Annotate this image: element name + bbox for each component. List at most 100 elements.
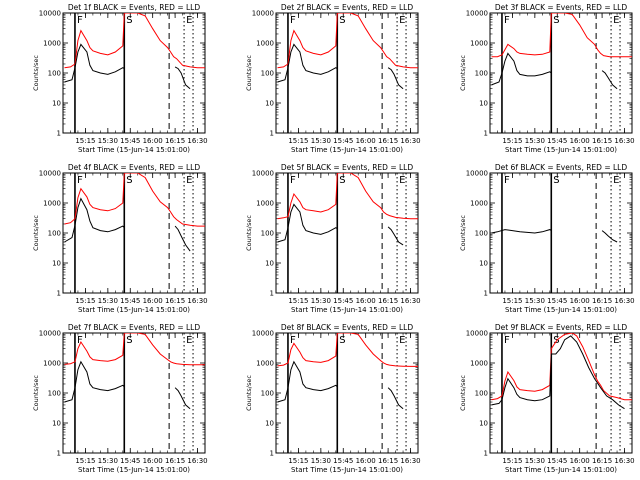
y-axis-label: Counts/sec xyxy=(245,55,253,91)
x-tick-label: 15:30 xyxy=(311,457,331,465)
y-axis-label: Counts/sec xyxy=(245,215,253,251)
panel-3: Det 3f BLACK = Events, RED = LLD Counts/s… xyxy=(459,3,635,154)
y-tick-label: 1000 xyxy=(43,200,61,208)
x-axis-label: Start Time (15-Jun-14 15:01:00) xyxy=(78,146,190,154)
panel-title: Det 8f BLACK = Events, RED = LLD xyxy=(281,323,414,332)
x-tick-label: 15:15 xyxy=(288,297,308,305)
lld-series-line xyxy=(491,13,632,58)
y-axis-label: Counts/sec xyxy=(245,375,253,411)
marker-label: E xyxy=(186,175,192,186)
x-tick-label: 16:15 xyxy=(592,137,612,145)
x-tick-label: 16:00 xyxy=(143,137,163,145)
y-tick-label: 100 xyxy=(261,390,274,398)
x-tick-label: 16:15 xyxy=(378,297,398,305)
y-tick-label: 100 xyxy=(48,230,61,238)
panel-4: Det 4f BLACK = Events, RED = LLD Counts/s… xyxy=(32,163,208,314)
y-axis-label: Counts/sec xyxy=(459,55,467,91)
marker-label: S xyxy=(126,15,132,26)
panel-8: Det 8f BLACK = Events, RED = LLD Counts/s… xyxy=(245,323,421,474)
x-tick-label: 15:15 xyxy=(502,297,522,305)
x-tick-label: 16:30 xyxy=(187,137,207,145)
marker-label: S xyxy=(339,335,345,346)
y-tick-label: 10000 xyxy=(252,10,274,18)
marker-label: E xyxy=(399,335,405,346)
y-axis-label: Counts/sec xyxy=(459,215,467,251)
x-tick-label: 15:15 xyxy=(288,457,308,465)
events-series-line xyxy=(64,197,125,243)
x-tick-label: 15:30 xyxy=(98,297,118,305)
marker-label: E xyxy=(399,175,405,186)
x-tick-label: 16:30 xyxy=(400,137,420,145)
x-tick-label: 15:45 xyxy=(547,137,567,145)
panel-title: Det 7f BLACK = Events, RED = LLD xyxy=(68,323,201,332)
y-tick-label: 10000 xyxy=(466,170,488,178)
y-tick-label: 1 xyxy=(484,290,488,298)
x-tick-label: 15:45 xyxy=(120,137,140,145)
x-tick-label: 16:15 xyxy=(592,457,612,465)
panel-9: Det 9f BLACK = Events, RED = LLD Counts/s… xyxy=(459,323,635,474)
panel-2: Det 2f BLACK = Events, RED = LLD Counts/s… xyxy=(245,3,421,154)
x-tick-label: 16:00 xyxy=(356,137,376,145)
y-tick-label: 10000 xyxy=(466,10,488,18)
y-tick-label: 10 xyxy=(52,420,61,428)
x-tick-label: 16:15 xyxy=(592,297,612,305)
x-tick-label: 16:30 xyxy=(187,297,207,305)
x-tick-label: 16:15 xyxy=(165,297,185,305)
y-tick-label: 1 xyxy=(270,130,274,138)
lld-series-line xyxy=(491,333,632,401)
events-series-tail-line xyxy=(174,387,191,410)
lld-series-line xyxy=(64,333,205,366)
y-tick-label: 1 xyxy=(57,290,61,298)
x-tick-label: 15:15 xyxy=(288,137,308,145)
events-series-tail-line xyxy=(601,70,618,90)
marker-label: E xyxy=(186,15,192,26)
y-tick-label: 10 xyxy=(479,260,488,268)
y-tick-label: 1 xyxy=(57,450,61,458)
x-tick-label: 15:30 xyxy=(98,137,118,145)
x-tick-label: 16:00 xyxy=(143,297,163,305)
x-axis-label: Start Time (15-Jun-14 15:01:00) xyxy=(505,146,617,154)
x-axis-label: Start Time (15-Jun-14 15:01:00) xyxy=(78,466,190,474)
marker-label: S xyxy=(339,175,345,186)
y-tick-label: 100 xyxy=(475,390,488,398)
y-tick-label: 10000 xyxy=(252,170,274,178)
x-tick-label: 16:00 xyxy=(570,457,590,465)
x-tick-label: 16:30 xyxy=(400,457,420,465)
x-axis-label: Start Time (15-Jun-14 15:01:00) xyxy=(505,466,617,474)
y-tick-label: 10 xyxy=(265,100,274,108)
y-tick-label: 1 xyxy=(484,130,488,138)
y-tick-label: 10000 xyxy=(39,10,61,18)
events-series-tail-line xyxy=(174,66,191,90)
x-tick-label: 15:45 xyxy=(333,297,353,305)
marker-label: S xyxy=(126,175,132,186)
events-series-line xyxy=(64,43,125,83)
y-axis-label: Counts/sec xyxy=(32,375,40,411)
x-tick-label: 16:30 xyxy=(614,297,634,305)
y-tick-label: 1000 xyxy=(256,40,274,48)
y-tick-label: 1000 xyxy=(256,360,274,368)
x-tick-label: 15:45 xyxy=(333,457,353,465)
y-tick-label: 10000 xyxy=(466,330,488,338)
lld-series-line xyxy=(64,173,205,227)
marker-label: F xyxy=(504,175,510,186)
x-tick-label: 16:00 xyxy=(356,297,376,305)
y-tick-label: 100 xyxy=(48,390,61,398)
marker-label: F xyxy=(77,175,83,186)
y-tick-label: 1000 xyxy=(43,40,61,48)
y-tick-label: 1000 xyxy=(470,40,488,48)
y-tick-label: 100 xyxy=(261,70,274,78)
x-axis-label: Start Time (15-Jun-14 15:01:00) xyxy=(505,306,617,314)
y-tick-label: 10 xyxy=(479,420,488,428)
y-tick-label: 100 xyxy=(48,70,61,78)
x-tick-label: 15:45 xyxy=(120,457,140,465)
x-tick-label: 15:30 xyxy=(311,297,331,305)
x-tick-label: 16:30 xyxy=(614,457,634,465)
y-tick-label: 100 xyxy=(475,230,488,238)
panel-title: Det 4f BLACK = Events, RED = LLD xyxy=(68,163,201,172)
y-tick-label: 1 xyxy=(484,450,488,458)
x-tick-label: 16:30 xyxy=(614,137,634,145)
y-tick-label: 100 xyxy=(261,230,274,238)
x-tick-label: 16:30 xyxy=(400,297,420,305)
x-tick-label: 16:15 xyxy=(165,457,185,465)
panel-title: Det 6f BLACK = Events, RED = LLD xyxy=(495,163,628,172)
